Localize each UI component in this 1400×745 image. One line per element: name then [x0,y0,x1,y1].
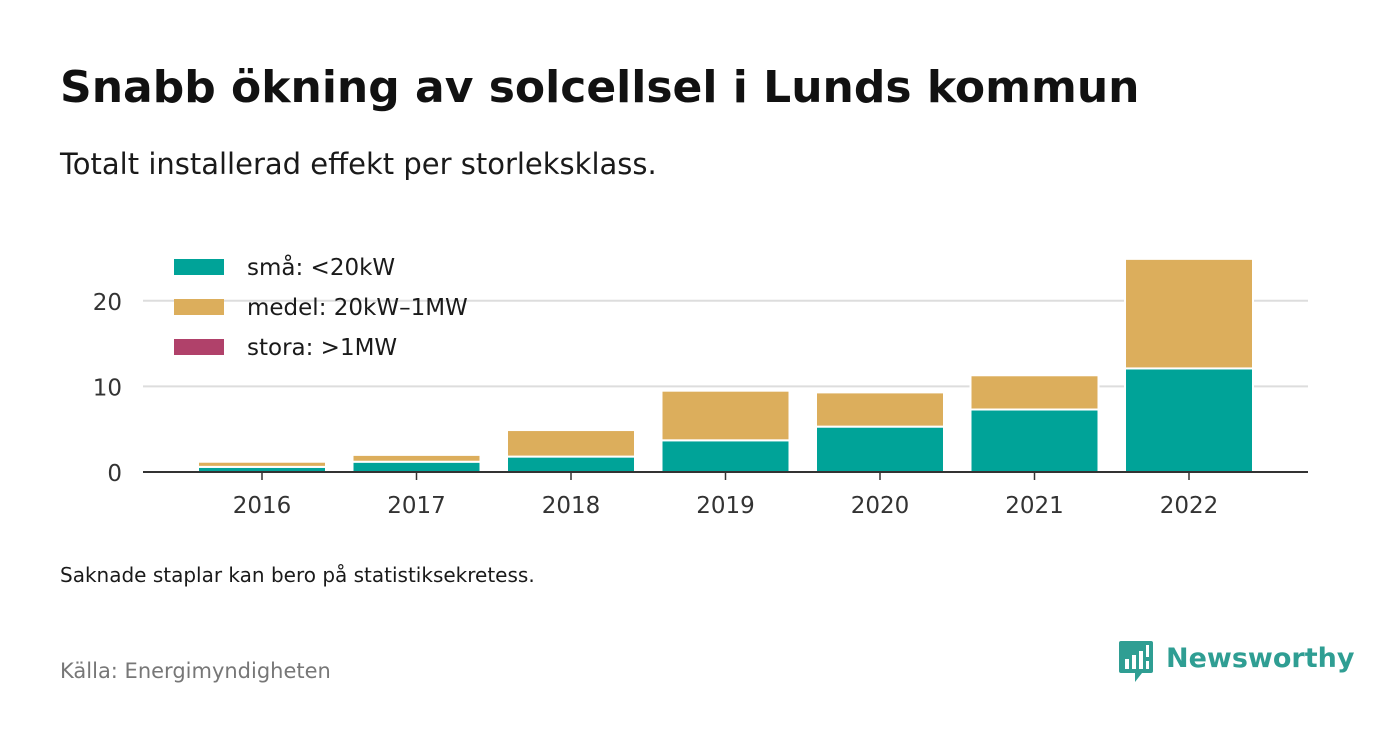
brand-name: Newsworthy [1166,643,1355,674]
x-tick-label: 2020 [851,493,910,519]
y-tick-label: 0 [107,461,122,487]
bar-segment [197,460,327,468]
brand-logo: Newsworthy [1118,640,1354,688]
legend-label: små: <20kW [247,253,395,281]
bar-segment [969,374,1100,411]
stacked-bar-chart: 0 10 20 2016 2017 2018 2019 2020 2021 2022 små: <2… [93,253,1308,519]
chart-subtitle: Totalt installerad effekt per storlekskl… [60,147,657,181]
x-tick-label: 2022 [1160,493,1219,519]
bar-segment [506,429,636,458]
bar-segment [1124,257,1254,370]
bar-segment [815,391,945,428]
source-text: Källa: Energimyndigheten [60,659,331,683]
x-tick-label: 2021 [1005,493,1064,519]
bar-segment [1124,367,1254,474]
y-tick-label: 10 [93,375,122,401]
newsworthy-logo-icon [1119,641,1153,682]
legend-label: medel: 20kW–1MW [247,295,468,321]
legend-swatch [174,299,224,315]
legend-label: stora: >1MW [247,335,397,361]
bar-segment [660,389,791,442]
x-tick-label: 2018 [542,493,601,519]
bar-segment [969,408,1100,473]
legend-swatch [174,259,224,275]
legend-swatch [174,339,224,355]
x-tick-label: 2016 [233,493,292,519]
bar-segment [660,439,791,474]
x-tick-label: 2017 [387,493,446,519]
bar-segment [351,460,482,473]
chart-note: Saknade staplar kan bero på statistiksek… [60,563,535,587]
bar-segment [506,455,636,474]
bar-segment [815,425,945,473]
y-tick-label: 20 [93,290,122,316]
x-tick-label: 2019 [696,493,755,519]
chart-title: Snabb ökning av solcellsel i Lunds kommu… [60,62,1140,113]
bar-segment [351,453,482,463]
